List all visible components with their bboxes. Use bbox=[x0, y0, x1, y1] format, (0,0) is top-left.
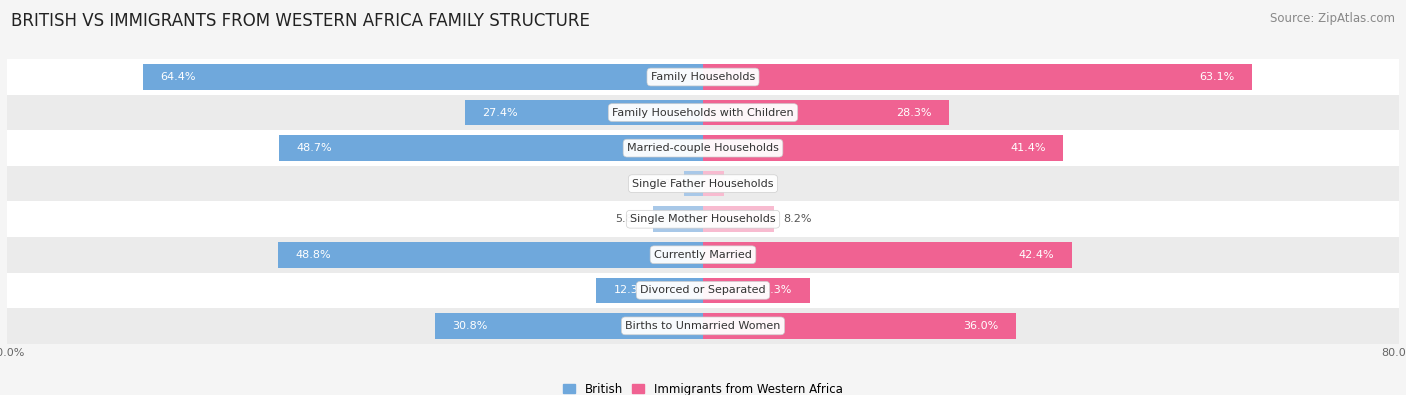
Bar bbox=[703, 313, 1017, 339]
Legend: British, Immigrants from Western Africa: British, Immigrants from Western Africa bbox=[558, 378, 848, 395]
Bar bbox=[434, 313, 703, 339]
Bar bbox=[683, 171, 703, 196]
Text: 36.0%: 36.0% bbox=[963, 321, 998, 331]
Bar bbox=[703, 242, 1071, 267]
Text: 5.8%: 5.8% bbox=[616, 214, 644, 224]
Text: 28.3%: 28.3% bbox=[896, 107, 932, 118]
Text: Divorced or Separated: Divorced or Separated bbox=[640, 285, 766, 295]
Bar bbox=[7, 201, 1399, 237]
Bar bbox=[7, 237, 1399, 273]
Bar bbox=[703, 64, 1251, 90]
Text: 2.4%: 2.4% bbox=[733, 179, 761, 189]
Bar bbox=[652, 207, 703, 232]
Bar bbox=[703, 278, 810, 303]
Text: 48.8%: 48.8% bbox=[295, 250, 332, 260]
Text: Married-couple Households: Married-couple Households bbox=[627, 143, 779, 153]
Text: 27.4%: 27.4% bbox=[482, 107, 517, 118]
Text: 41.4%: 41.4% bbox=[1011, 143, 1046, 153]
Bar bbox=[703, 171, 724, 196]
Bar bbox=[464, 100, 703, 125]
Text: Family Households with Children: Family Households with Children bbox=[612, 107, 794, 118]
Bar bbox=[7, 308, 1399, 344]
Bar bbox=[278, 242, 703, 267]
Bar bbox=[7, 59, 1399, 95]
Text: 30.8%: 30.8% bbox=[453, 321, 488, 331]
Text: 64.4%: 64.4% bbox=[160, 72, 195, 82]
Bar bbox=[703, 100, 949, 125]
Text: 48.7%: 48.7% bbox=[297, 143, 332, 153]
Text: Births to Unmarried Women: Births to Unmarried Women bbox=[626, 321, 780, 331]
Bar bbox=[596, 278, 703, 303]
Text: Family Households: Family Households bbox=[651, 72, 755, 82]
Bar bbox=[7, 95, 1399, 130]
Bar bbox=[7, 130, 1399, 166]
Text: 12.3%: 12.3% bbox=[758, 285, 793, 295]
Bar bbox=[7, 273, 1399, 308]
Bar bbox=[143, 64, 703, 90]
Text: 12.3%: 12.3% bbox=[613, 285, 648, 295]
Text: 8.2%: 8.2% bbox=[783, 214, 811, 224]
Text: 42.4%: 42.4% bbox=[1019, 250, 1054, 260]
Bar bbox=[7, 166, 1399, 201]
Text: Currently Married: Currently Married bbox=[654, 250, 752, 260]
Text: BRITISH VS IMMIGRANTS FROM WESTERN AFRICA FAMILY STRUCTURE: BRITISH VS IMMIGRANTS FROM WESTERN AFRIC… bbox=[11, 12, 591, 30]
Text: 63.1%: 63.1% bbox=[1199, 72, 1234, 82]
Bar bbox=[703, 135, 1063, 161]
Bar bbox=[703, 207, 775, 232]
Text: Source: ZipAtlas.com: Source: ZipAtlas.com bbox=[1270, 12, 1395, 25]
Text: Single Father Households: Single Father Households bbox=[633, 179, 773, 189]
Bar bbox=[280, 135, 703, 161]
Text: Single Mother Households: Single Mother Households bbox=[630, 214, 776, 224]
Text: 2.2%: 2.2% bbox=[647, 179, 675, 189]
